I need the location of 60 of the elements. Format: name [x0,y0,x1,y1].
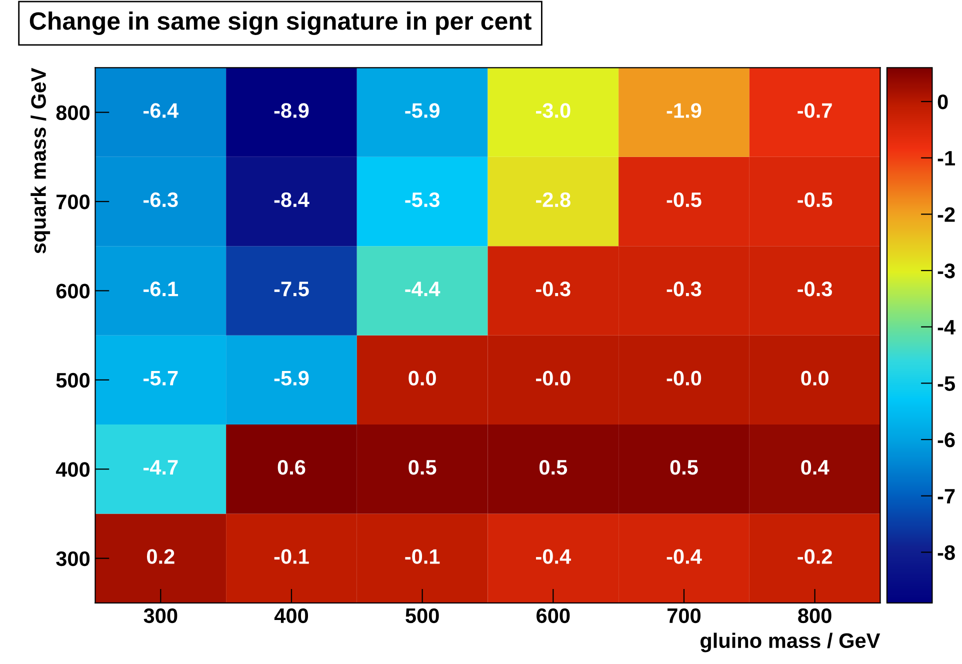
data-label: -0.3 [798,282,832,296]
data-label: -4.7 [144,460,178,475]
color-bar-label: 0 [938,94,948,110]
color-bar-label: -7 [938,489,955,504]
color-bar-label: -4 [938,320,956,334]
data-label: -6.4 [144,103,178,118]
chart-title: Change in same sign signature in per cent [30,12,532,35]
color-bar-label: -1 [938,151,955,166]
x-tick-label: 400 [274,608,308,624]
x-tick-label: 600 [536,608,570,624]
data-label: -0.4 [666,549,702,564]
x-tick-label: 800 [798,608,832,624]
data-label: -6.3 [144,192,178,208]
x-axis-title: gluino mass / GeV [700,632,880,652]
data-label: -2.8 [536,192,570,208]
data-label: -0.7 [798,103,832,118]
data-label: 0.5 [539,460,568,475]
data-label: -0.3 [666,282,702,296]
data-label: -5.9 [274,370,309,386]
data-label: -0.1 [405,549,440,564]
data-label: -0.1 [274,549,309,564]
data-label: -8.9 [274,103,309,118]
color-bar-label: -2 [938,207,955,222]
data-label: -0.4 [536,549,571,564]
data-label: 0.5 [408,460,436,475]
data-label: -6.1 [144,282,178,296]
color-bar-label: -3 [938,264,955,278]
data-label: 0.2 [147,549,174,564]
data-label: -8.4 [274,192,310,208]
data-label: -4.4 [405,282,440,296]
data-label: -3.0 [536,103,570,118]
x-tick-label: 300 [144,608,178,624]
data-label: -7.5 [274,282,309,296]
data-label: 0.0 [801,370,828,386]
data-label: 0.5 [670,460,698,475]
data-label: 0.4 [801,460,830,475]
color-bar-label: -8 [938,545,955,560]
y-tick-label: 800 [56,105,90,120]
x-tick-label: 700 [668,608,701,624]
data-label: -5.7 [144,370,178,386]
y-tick-label: 600 [56,284,90,298]
data-label: 0.6 [278,460,306,475]
data-label: -5.9 [405,103,440,118]
y-tick-label: 300 [56,551,90,566]
data-label: -0.5 [666,192,702,208]
y-tick-label: 500 [56,372,90,388]
y-axis-title: squark mass / GeV [30,68,50,254]
data-label: -0.5 [798,192,832,208]
data-label: 0.0 [408,370,436,386]
data-label: -0.0 [666,370,702,386]
color-bar-label: -6 [938,432,955,448]
data-label: -5.3 [405,192,440,208]
y-tick-label: 400 [56,462,90,477]
data-label: -1.9 [666,103,702,118]
data-label: -0.3 [536,282,570,296]
data-label: -0.2 [798,549,832,564]
x-tick-label: 500 [406,608,439,624]
data-label: -0.0 [536,370,570,386]
y-tick-label: 700 [56,194,90,210]
color-bar-label: -5 [938,376,955,391]
